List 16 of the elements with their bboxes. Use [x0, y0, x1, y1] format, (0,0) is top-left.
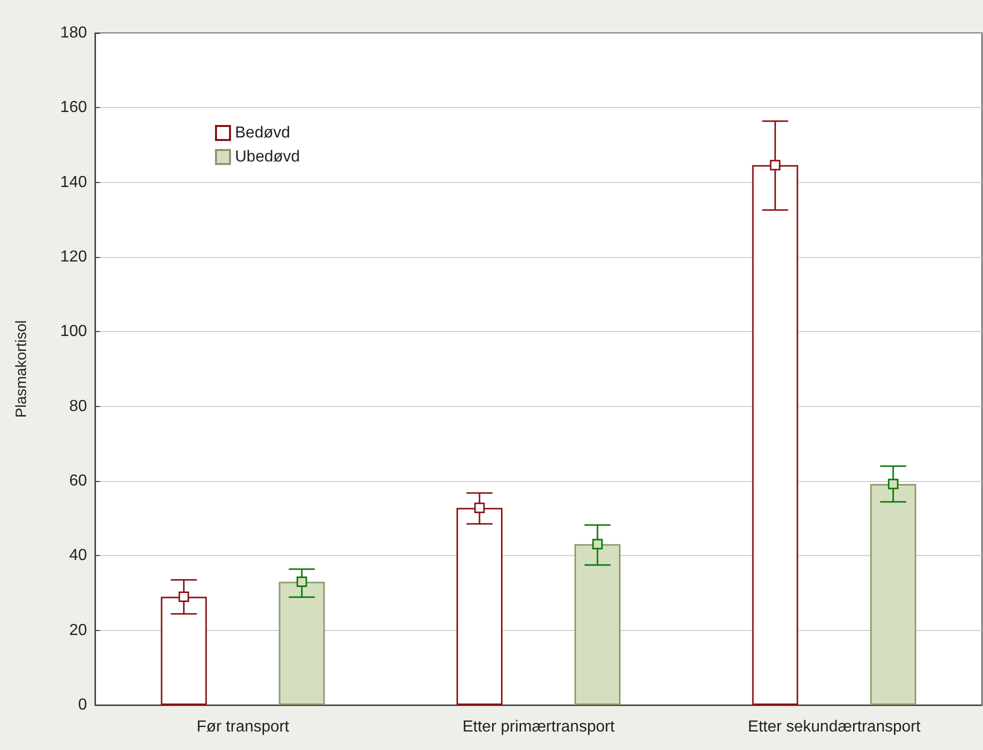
y-tick-label: 20 [69, 622, 88, 639]
y-tick-label: 100 [60, 323, 88, 340]
y-axis-title: Plasmakortisol [13, 320, 30, 418]
x-tick-label: Før transport [196, 718, 290, 736]
x-tick-label: Etter primærtransport [462, 718, 616, 736]
y-tick-label: 160 [60, 99, 88, 116]
y-tick-label: 40 [69, 547, 88, 564]
y-tick-label: 80 [69, 398, 88, 415]
x-tick-label: Etter sekundærtransport [748, 718, 921, 736]
y-tick-label: 140 [60, 174, 88, 191]
y-tick-label: 180 [60, 24, 88, 42]
y-tick-label: 60 [69, 472, 88, 490]
y-tick-label: 120 [60, 248, 88, 266]
legend-label: Ubedøvd [235, 148, 300, 166]
y-tick-label: 0 [78, 696, 88, 714]
legend-label: Bedøvd [235, 124, 290, 142]
